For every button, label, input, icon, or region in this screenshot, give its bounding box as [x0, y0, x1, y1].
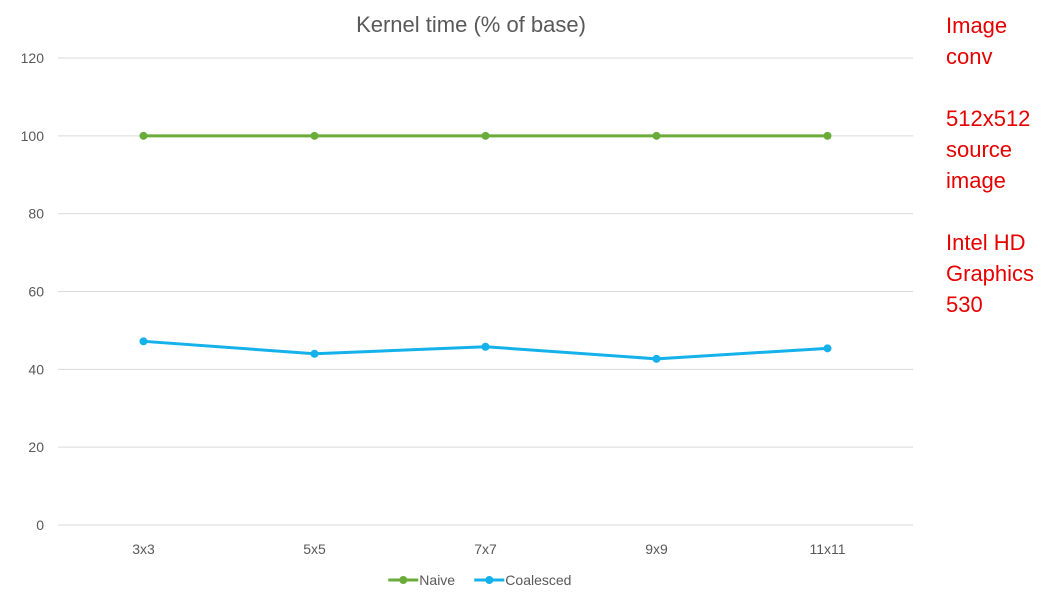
- data-point-naive: [139, 131, 148, 140]
- legend-swatch-marker: [485, 576, 494, 584]
- legend-item-coalesced: Coalesced: [474, 572, 571, 588]
- legend-item-naive: Naive: [388, 572, 455, 588]
- y-tick-label: 0: [36, 517, 44, 533]
- note-line: Image: [946, 13, 1008, 38]
- x-tick-label: 11x11: [809, 541, 845, 557]
- y-tick-label: 60: [28, 284, 44, 300]
- data-point-coalesced: [481, 342, 490, 351]
- note-line: 530: [946, 292, 983, 317]
- x-tick-label: 5x5: [303, 541, 326, 557]
- data-point-coalesced: [823, 344, 832, 353]
- note-spacer: [946, 196, 1050, 227]
- note-line: Graphics: [946, 261, 1035, 286]
- data-point-naive: [481, 131, 490, 140]
- note-line: Intel HD: [946, 230, 1026, 255]
- x-tick-label: 7x7: [474, 541, 497, 557]
- series-layer: [139, 131, 832, 363]
- note-spacer: [946, 72, 1050, 103]
- gridlines: [58, 57, 913, 526]
- data-point-coalesced: [310, 349, 319, 358]
- note-line: image: [946, 168, 1006, 193]
- legend-label: Naive: [419, 572, 455, 588]
- y-axis-ticks: 0 20 40 60 80 100 120: [21, 50, 45, 533]
- y-tick-label: 120: [21, 50, 45, 66]
- data-point-coalesced: [652, 354, 661, 363]
- data-point-naive: [652, 131, 661, 140]
- note-line: 512x512: [946, 106, 1031, 131]
- chart: Kernel time (% of base) 020406080100120 …: [21, 12, 913, 588]
- chart-title: Kernel time (% of base): [356, 12, 586, 37]
- y-tick-label: 20: [28, 439, 44, 455]
- x-axis-ticks: 3x3 5x5 7x7 9x9 11x11: [132, 541, 846, 557]
- x-tick-label: 9x9: [645, 541, 668, 557]
- series-naive: [139, 131, 832, 140]
- data-point-naive: [310, 131, 319, 140]
- series-coalesced: [139, 337, 832, 363]
- legend-label: Coalesced: [505, 572, 571, 588]
- data-point-coalesced: [139, 337, 148, 346]
- note-line: conv: [946, 44, 993, 69]
- note-line: source: [946, 137, 1013, 162]
- data-point-naive: [823, 131, 832, 140]
- legend: Naive Coalesced: [388, 572, 571, 588]
- legend-swatch-marker: [399, 576, 408, 584]
- side-notes: Image conv 512x512 source image Intel HD…: [946, 10, 1050, 320]
- y-tick-label: 80: [28, 206, 44, 222]
- y-tick-label: 100: [21, 128, 45, 144]
- x-tick-label: 3x3: [132, 541, 155, 557]
- y-tick-label: 40: [28, 361, 44, 377]
